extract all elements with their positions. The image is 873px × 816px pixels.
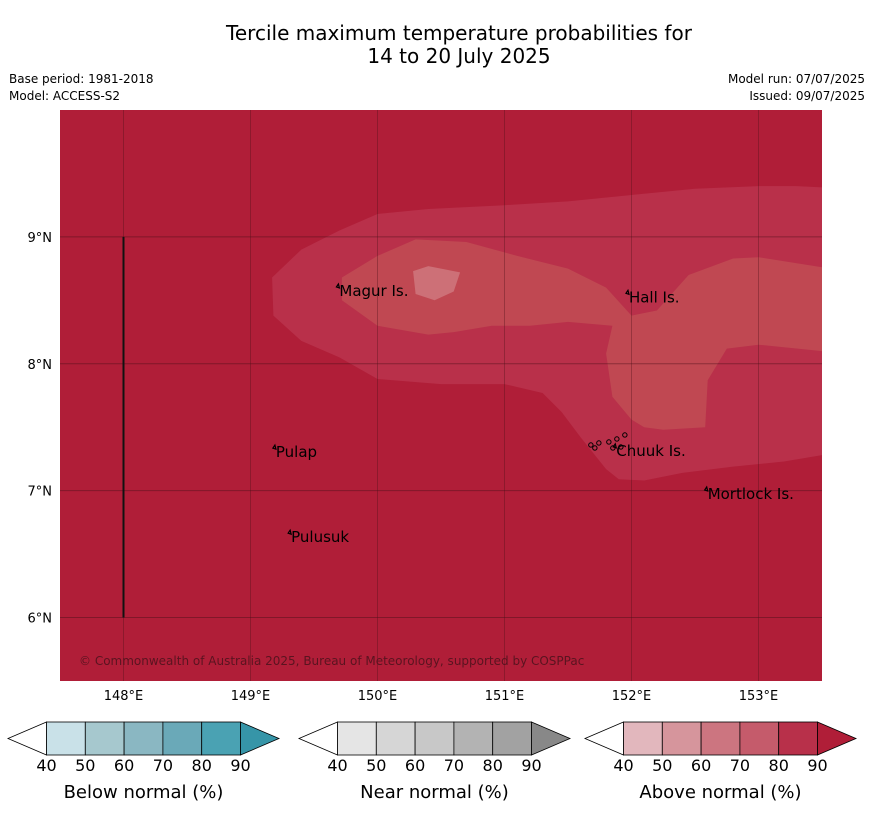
colorbar-2: 40 50 60 70 80 90 Near normal (%) bbox=[297, 721, 572, 803]
island-outline bbox=[271, 443, 277, 451]
island-outline bbox=[625, 288, 630, 296]
chuuk-islet bbox=[614, 436, 620, 442]
colorbar-segment bbox=[84, 721, 125, 756]
colorbar-tick-label: 40 bbox=[613, 756, 633, 775]
lon-tick-label: 148°E bbox=[104, 689, 144, 704]
island-outline bbox=[703, 485, 709, 492]
colorbar-tick-label: 80 bbox=[483, 756, 503, 775]
colorbar-legends: 40 50 60 70 80 90 Below normal (%) 40 50 60 70 80 90… bbox=[6, 721, 858, 803]
place-label: Mortlock Is. bbox=[708, 485, 794, 503]
colorbar-segment bbox=[453, 721, 494, 756]
colorbar-title: Below normal (%) bbox=[64, 782, 224, 803]
colorbar-segment bbox=[123, 721, 164, 756]
island-outline bbox=[335, 282, 341, 289]
lon-tick-label: 152°E bbox=[612, 689, 652, 704]
place-label: Chuuk Is. bbox=[616, 442, 685, 460]
colorbar-segment bbox=[375, 721, 416, 756]
lat-tick-label: 7°N bbox=[28, 485, 53, 500]
contour-bands bbox=[272, 186, 823, 481]
issued-date: Issued: 09/07/2025 bbox=[749, 89, 865, 103]
copyright-credit: © Commonwealth of Australia 2025, Bureau… bbox=[79, 654, 584, 668]
place-label: Magur Is. bbox=[339, 282, 408, 300]
chuuk-islet bbox=[618, 444, 624, 450]
base-period: Base period: 1981-2018 bbox=[9, 72, 154, 86]
latitude-tick-labels: 9°N 8°N 7°N 6°N bbox=[28, 231, 53, 627]
contour-band-60-70 bbox=[341, 239, 822, 430]
colorbar-segment bbox=[46, 721, 86, 756]
colorbar-tick-label: 80 bbox=[769, 756, 789, 775]
colorbar-lower-arrow bbox=[6, 721, 47, 756]
lat-tick-label: 8°N bbox=[28, 358, 53, 373]
colorbar-tick-label: 90 bbox=[230, 756, 250, 775]
colorbar-segment bbox=[700, 721, 741, 756]
colorbar-segment bbox=[201, 721, 241, 756]
colorbar-tick-label: 70 bbox=[444, 756, 464, 775]
colorbar-segment bbox=[739, 721, 780, 756]
lon-tick-label: 150°E bbox=[358, 689, 398, 704]
chuuk-islet bbox=[592, 445, 598, 451]
colorbar-upper-arrow bbox=[531, 721, 572, 756]
title-line-2: 14 to 20 July 2025 bbox=[367, 44, 551, 68]
forecast-info-left: Base period: 1981-2018 Model: ACCESS-S2 bbox=[9, 71, 154, 105]
longitude-tick-labels: 148°E 149°E 150°E 151°E 152°E 153°E bbox=[104, 689, 779, 704]
colorbar-tick-label: 40 bbox=[36, 756, 56, 775]
lon-tick-label: 151°E bbox=[485, 689, 525, 704]
island-outline bbox=[287, 528, 292, 536]
chuuk-islet bbox=[610, 445, 616, 451]
chuuk-islet bbox=[606, 439, 612, 445]
contour-band-50-60 bbox=[413, 266, 461, 301]
colorbar-segment bbox=[162, 721, 203, 756]
colorbar-title: Above normal (%) bbox=[639, 782, 801, 803]
colorbar-tick-label: 70 bbox=[153, 756, 173, 775]
colorbar-lower-arrow bbox=[297, 721, 338, 756]
model-run-date: Model run: 07/07/2025 bbox=[727, 72, 865, 86]
colorbar-segment bbox=[623, 721, 663, 756]
colorbar-lower-arrow bbox=[583, 721, 624, 756]
colorbar-tick-label: 60 bbox=[114, 756, 134, 775]
place-label: Pulap bbox=[276, 443, 317, 461]
colorbar-tick-label: 50 bbox=[75, 756, 95, 775]
chuuk-islet bbox=[588, 442, 594, 448]
place-label: Hall Is. bbox=[629, 288, 680, 306]
colorbar-tick-label: 90 bbox=[521, 756, 541, 775]
colorbar-segment bbox=[492, 721, 532, 756]
colorbar-tick-label: 50 bbox=[366, 756, 386, 775]
colorbar-tick-label: 80 bbox=[192, 756, 212, 775]
colorbar-segment bbox=[661, 721, 702, 756]
colorbar-tick-label: 90 bbox=[807, 756, 827, 775]
chart-title: Tercile maximum temperature probabilitie… bbox=[0, 22, 873, 68]
colorbar-tick-label: 50 bbox=[652, 756, 672, 775]
place-label: Pulusuk bbox=[291, 528, 349, 546]
colorbar-tick-label: 60 bbox=[405, 756, 425, 775]
colorbar-title: Near normal (%) bbox=[360, 782, 509, 803]
colorbar-upper-arrow bbox=[240, 721, 281, 756]
forecast-info-right: Model run: 07/07/2025 Issued: 09/07/2025 bbox=[728, 71, 865, 105]
colorbar-tick-label: 70 bbox=[730, 756, 750, 775]
colorbar-1: 40 50 60 70 80 90 Below normal (%) bbox=[6, 721, 281, 803]
colorbar-tick-label: 60 bbox=[691, 756, 711, 775]
colorbar-3: 40 50 60 70 80 90 Above normal (%) bbox=[583, 721, 858, 803]
chuuk-islet bbox=[596, 440, 602, 446]
lat-tick-label: 6°N bbox=[28, 612, 53, 627]
lat-tick-label: 9°N bbox=[28, 231, 53, 246]
colorbar-upper-arrow bbox=[817, 721, 858, 756]
chuuk-islet bbox=[622, 432, 628, 438]
model-name: Model: ACCESS-S2 bbox=[9, 89, 121, 103]
place-labels: Magur Is. Hall Is. Pulap Chuuk Is. Mortlock … bbox=[271, 282, 794, 546]
colorbar-segment bbox=[337, 721, 377, 756]
colorbar-segment bbox=[778, 721, 818, 756]
lon-tick-label: 149°E bbox=[231, 689, 271, 704]
colorbar-tick-label: 40 bbox=[327, 756, 347, 775]
lon-tick-label: 153°E bbox=[739, 689, 779, 704]
title-line-1: Tercile maximum temperature probabilitie… bbox=[226, 21, 692, 45]
colorbar-segment bbox=[414, 721, 455, 756]
